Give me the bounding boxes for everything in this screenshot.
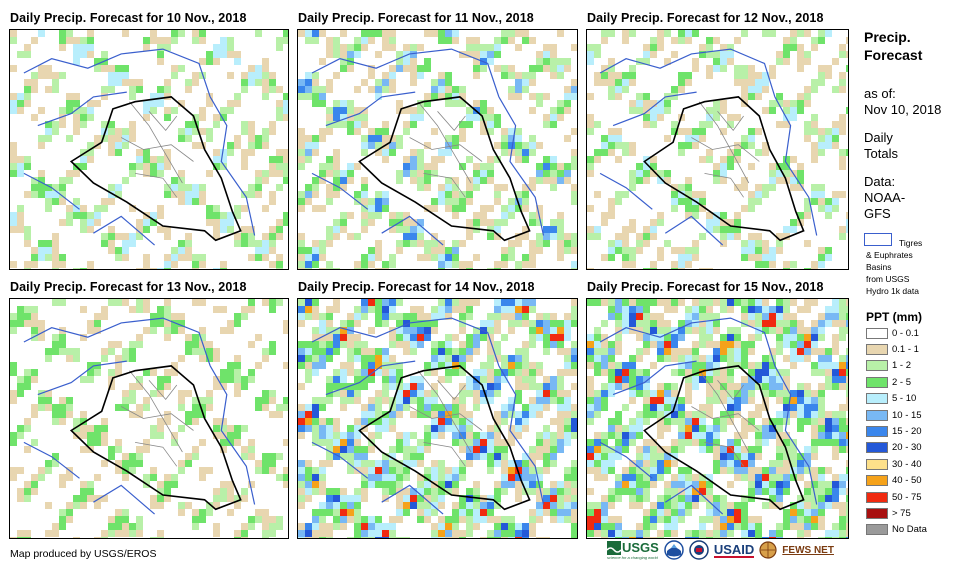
map-panel-5: [297, 298, 578, 539]
basin-label-4: from USGS: [866, 274, 910, 284]
usaid-logo-text: USAID: [713, 541, 755, 557]
daily-label-1: Daily: [864, 130, 893, 145]
precip-map-3: [587, 30, 848, 269]
legend-item: No Data: [866, 523, 927, 537]
usgs-tagline: science for a changing world: [607, 555, 658, 560]
legend-swatch: [866, 409, 888, 421]
noaa-logo-icon: [664, 540, 684, 560]
legend-swatch: [866, 491, 888, 503]
legend-label: 0.1 - 1: [892, 343, 919, 355]
daily-label-2: Totals: [864, 146, 898, 161]
legend-swatch: [866, 343, 888, 355]
legend-swatch: [866, 425, 888, 437]
legend-item: 0.1 - 1: [866, 342, 919, 356]
legend-label: 0 - 0.1: [892, 327, 919, 339]
legend-swatch: [866, 524, 888, 536]
map-panel-3: [586, 29, 849, 270]
fewsnet-logo-text: FEWS NET: [782, 544, 834, 556]
sidebar-title-line1: Precip.: [864, 29, 911, 45]
legend-item: 40 - 50: [866, 474, 922, 488]
usaid-seal-icon: [689, 540, 709, 560]
map-panel-2: [297, 29, 578, 270]
legend-item: 50 - 75: [866, 490, 922, 504]
data-label-2: NOAA-: [864, 190, 906, 205]
legend-item: 0 - 0.1: [866, 326, 919, 340]
basin-label-2: & Euphrates: [866, 250, 913, 260]
sidebar-title-line2: Forecast: [864, 47, 923, 63]
basin-label-1: Tigres: [899, 238, 923, 248]
panel-title-4: Daily Precip. Forecast for 13 Nov., 2018: [10, 280, 247, 294]
precip-map-2: [298, 30, 577, 269]
legend-label: 30 - 40: [892, 458, 922, 470]
panel-title-5: Daily Precip. Forecast for 14 Nov., 2018: [298, 280, 535, 294]
legend-swatch: [866, 393, 888, 405]
asof-label: as of:: [864, 86, 896, 101]
legend-label: 2 - 5: [892, 376, 912, 388]
legend-swatch: [866, 376, 888, 388]
usaid-logo: USAID: [713, 541, 755, 558]
precip-map-6: [587, 299, 848, 538]
fewsnet-globe-icon: [759, 541, 777, 559]
usgs-logo-text: USGS: [622, 540, 659, 555]
legend-item: 5 - 10: [866, 392, 916, 406]
usgs-logo: USGS science for a changing world: [607, 540, 659, 560]
legend-swatch: [866, 360, 888, 372]
legend-swatch: [866, 442, 888, 454]
legend-label: 1 - 2: [892, 360, 912, 372]
legend-item: 2 - 5: [866, 375, 911, 389]
legend-swatch: [866, 475, 888, 487]
map-panel-6: [586, 298, 849, 539]
legend-swatch: [866, 458, 888, 470]
legend-swatch: [866, 507, 888, 519]
panel-title-3: Daily Precip. Forecast for 12 Nov., 2018: [587, 11, 824, 25]
panel-title-6: Daily Precip. Forecast for 15 Nov., 2018: [587, 280, 824, 294]
precip-map-5: [298, 299, 577, 538]
legend-label: 20 - 30: [892, 442, 922, 454]
legend-item: > 75: [866, 506, 911, 520]
legend-label: > 75: [892, 507, 911, 519]
legend-item: 10 - 15: [866, 408, 922, 422]
asof-date: Nov 10, 2018: [864, 102, 942, 117]
data-label-3: GFS: [864, 206, 891, 221]
legend-label: 50 - 75: [892, 491, 922, 503]
precip-map-1: [10, 30, 288, 269]
legend-label: 5 - 10: [892, 393, 917, 405]
legend-title: PPT (mm): [866, 310, 923, 324]
basin-legend-swatch: [864, 233, 892, 246]
legend-item: 20 - 30: [866, 441, 922, 455]
map-panel-4: [9, 298, 289, 539]
basin-label-3: Basins: [866, 262, 892, 272]
legend-label: 10 - 15: [892, 409, 922, 421]
panel-title-2: Daily Precip. Forecast for 11 Nov., 2018: [298, 11, 534, 25]
legend-label: No Data: [892, 524, 927, 536]
legend-label: 40 - 50: [892, 475, 922, 487]
legend-item: 30 - 40: [866, 457, 922, 471]
data-label-1: Data:: [864, 174, 896, 189]
panel-title-1: Daily Precip. Forecast for 10 Nov., 2018: [10, 11, 247, 25]
basin-label-5: Hydro 1k data: [866, 286, 919, 296]
legend-label: 15 - 20: [892, 425, 922, 437]
map-credit: Map produced by USGS/EROS: [10, 548, 157, 560]
map-panel-1: [9, 29, 289, 270]
logo-strip: USGS science for a changing world USAID …: [607, 540, 834, 560]
legend-item: 1 - 2: [866, 359, 911, 373]
usgs-wave-icon: [607, 540, 621, 555]
legend-swatch: [866, 327, 888, 339]
legend-item: 15 - 20: [866, 424, 922, 438]
precip-map-4: [10, 299, 288, 538]
